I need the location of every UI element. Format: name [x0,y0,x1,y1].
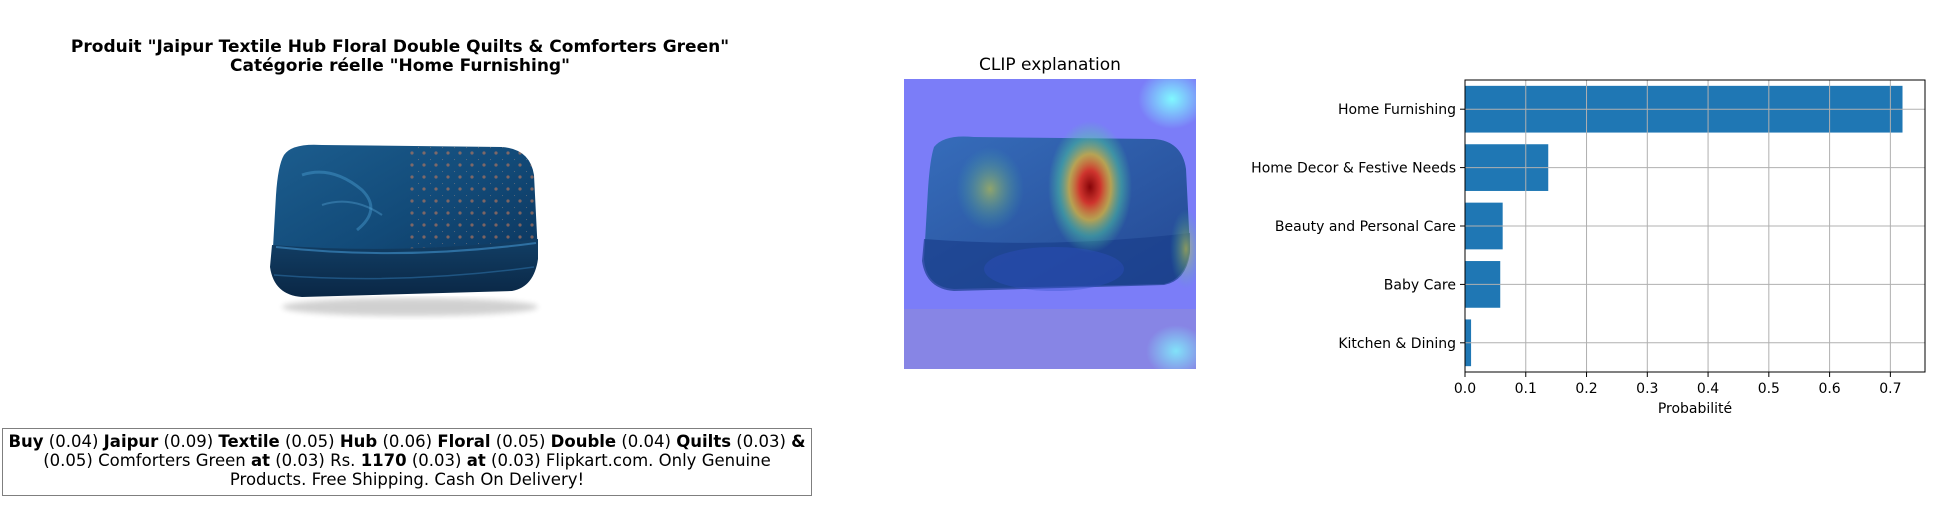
caption-line: Buy (0.04) Jaipur (0.09) Textile (0.05) … [8,432,805,489]
x-tick-label: 0.7 [1879,381,1901,397]
product-photo [270,144,538,316]
category-label: Beauty and Personal Care [1275,219,1456,235]
token-weight: (0.04) [621,432,671,451]
token-word: Free [311,470,347,489]
token-weight: (0.03) [411,451,462,470]
token-word: Genuine [701,451,771,470]
token-word: & [791,432,806,451]
token-weight: (0.03) [736,432,786,451]
token-weight: (0.04) [48,432,99,451]
token-word: Products. [229,470,307,489]
token-weight: (0.03) [491,451,541,470]
clip-heatmap-image [904,79,1196,369]
category-label: Baby Care [1384,277,1456,293]
token-word: Cash [434,470,476,489]
token-weight: (0.09) [163,432,214,451]
category-label: Home Furnishing [1338,102,1456,118]
token-word: Comforters [98,451,191,470]
token-weight: (0.05) [495,432,546,451]
token-word: Flipkart.com. [545,451,654,470]
product-title: Produit "Jaipur Textile Hub Floral Doubl… [40,38,760,76]
category-label: Kitchen & Dining [1338,336,1456,352]
token-word: Only [658,451,697,470]
token-weight: (0.06) [382,432,433,451]
token-weight: (0.05) [43,451,93,470]
token-word: Green [195,451,246,470]
token-word: Rs. [330,451,356,470]
category-label: Home Decor & Festive Needs [1251,161,1456,177]
token-weights-caption: Buy (0.04) Jaipur (0.09) Textile (0.05) … [2,428,812,496]
token-word: 1170 [360,451,407,470]
token-word: Hub [339,432,378,451]
x-axis-label: Probabilité [1658,401,1732,417]
token-weight: (0.03) [275,451,325,470]
product-title-line1: Produit "Jaipur Textile Hub Floral Doubl… [70,37,730,57]
token-word: Textile [218,432,280,451]
x-tick-label: 0.2 [1575,381,1597,397]
probability-bar-chart: 0.0 0.1 0.2 0.3 0.4 0.5 0.6 0.7 Home Furnishing H… [1251,79,1926,417]
token-word: Jaipur [103,432,159,451]
token-word: Buy [8,432,44,451]
token-word: at [466,451,486,470]
token-word: On [480,470,504,489]
token-word: at [250,451,270,470]
product-category-line: Catégorie réelle "Home Furnishing" [230,56,570,76]
x-tick-label: 0.1 [1515,381,1537,397]
token-word: Delivery! [509,470,585,489]
x-tick-label: 0.5 [1758,381,1780,397]
x-tick-label: 0.6 [1818,381,1840,397]
token-weight: (0.05) [284,432,335,451]
token-word: Double [550,432,617,451]
token-word: Shipping. [351,470,430,489]
token-word: Quilts [676,432,732,451]
x-tick-label: 0.4 [1697,381,1719,397]
x-tick-label: 0.3 [1636,381,1658,397]
x-tick-label: 0.0 [1454,381,1476,397]
explanation-title: CLIP explanation [979,55,1121,75]
token-word: Floral [437,432,491,451]
